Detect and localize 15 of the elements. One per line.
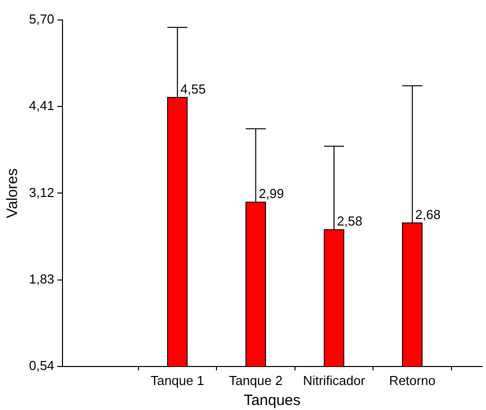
- y-axis-title: Valores: [4, 168, 22, 218]
- x-tick-label: Tanque 1: [150, 372, 204, 388]
- y-tick-label: 5,70: [28, 12, 54, 27]
- data-label: 2,68: [415, 206, 441, 222]
- x-tick-label: Retorno: [389, 372, 436, 388]
- x-tick-label: Tanque 2: [228, 372, 282, 388]
- y-tick-label: 3,12: [28, 184, 54, 200]
- x-axis-title: Tanques: [244, 392, 301, 410]
- x-tick-label: Nitrificador: [302, 372, 366, 388]
- y-tick-label: 0,54: [28, 358, 54, 373]
- data-label: 4,55: [180, 81, 206, 96]
- data-label: 2,58: [337, 214, 362, 229]
- y-tick-label: 1,83: [28, 271, 54, 286]
- y-tick-label: 4,41: [28, 98, 54, 114]
- data-label: 2,99: [258, 186, 284, 202]
